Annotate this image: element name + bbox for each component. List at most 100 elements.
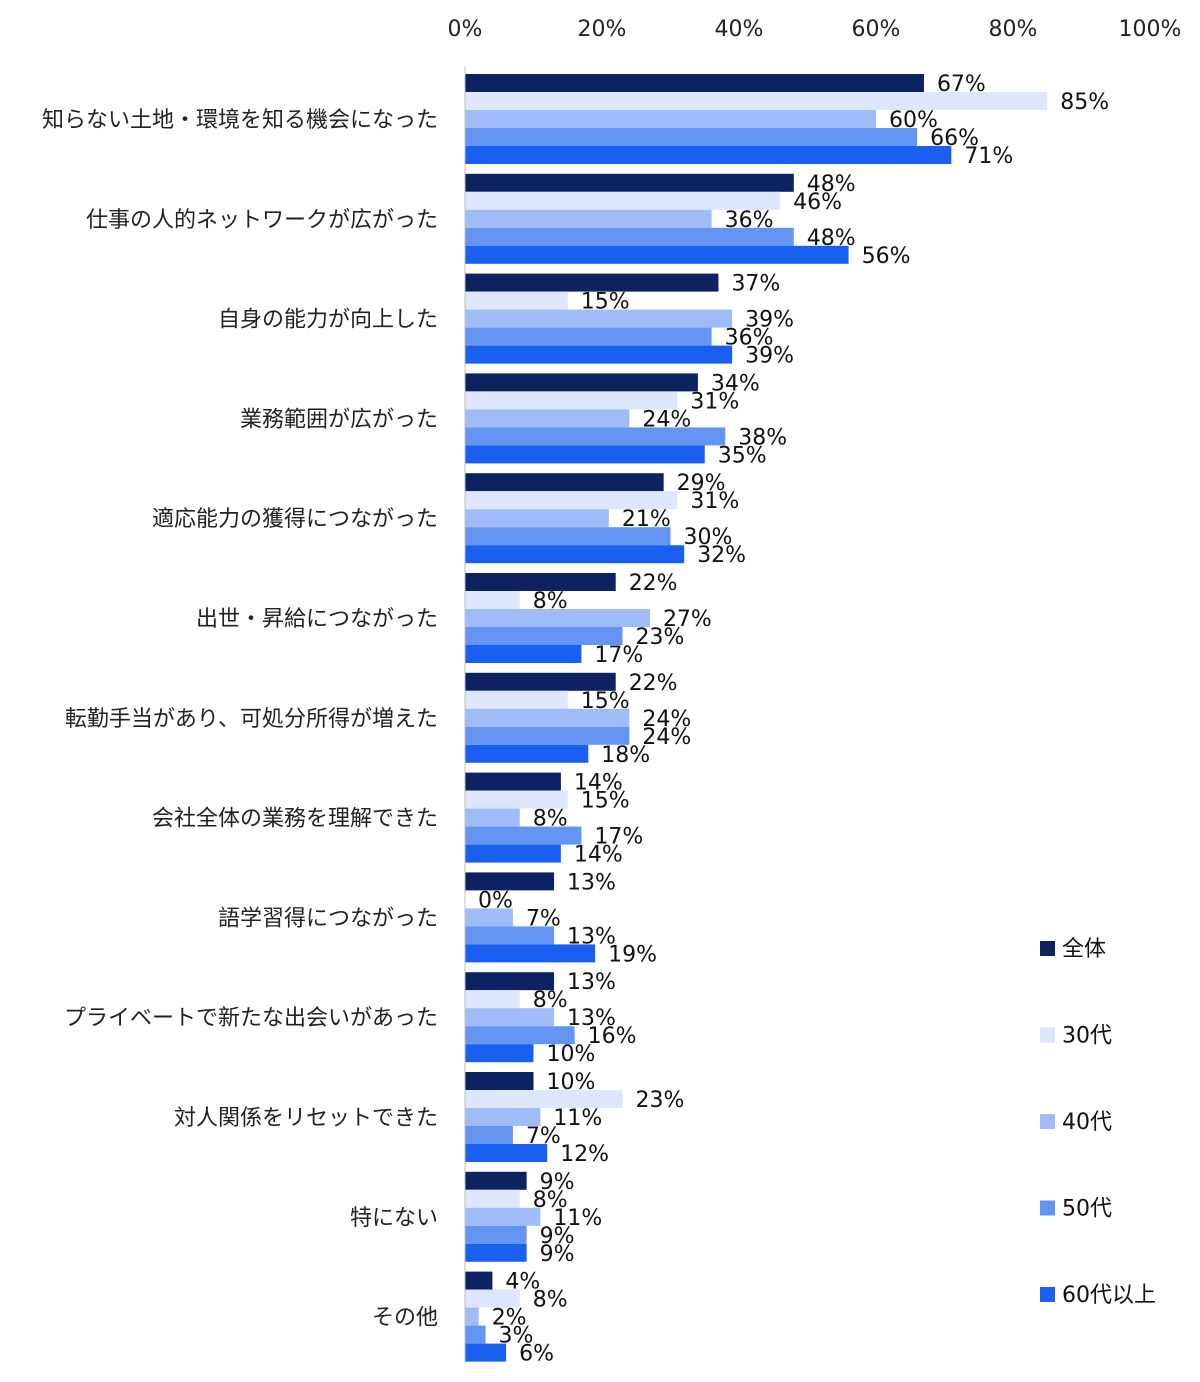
bar	[465, 409, 630, 428]
bar	[465, 128, 918, 146]
bar	[465, 1225, 527, 1244]
data-label: 30%	[684, 525, 733, 550]
data-label: 23%	[636, 1088, 685, 1113]
bar	[465, 690, 568, 709]
bar	[465, 191, 781, 210]
data-label: 38%	[738, 425, 787, 450]
bar	[465, 473, 664, 492]
bar	[465, 427, 726, 446]
bar	[465, 291, 568, 310]
bar	[465, 926, 555, 945]
data-label: 9%	[540, 1224, 575, 1249]
legend-swatch	[1040, 1027, 1055, 1043]
category-label: 自身の能力が向上した	[218, 308, 438, 333]
bar	[465, 1289, 520, 1308]
data-label: 11%	[553, 1106, 602, 1131]
bar	[465, 1307, 479, 1326]
legend-label: 40代	[1062, 1110, 1112, 1135]
bar	[465, 872, 555, 891]
legend-label: 50代	[1062, 1197, 1112, 1222]
data-label: 10%	[547, 1042, 596, 1067]
bar	[465, 445, 705, 464]
bar	[465, 1207, 541, 1226]
bar	[465, 1126, 513, 1144]
bar	[465, 545, 685, 564]
bar	[465, 74, 924, 92]
bar	[465, 1171, 527, 1190]
data-label: 17%	[594, 643, 643, 668]
category-label: 会社全体の業務を理解できた	[152, 807, 438, 832]
x-tick-label: 60%	[852, 17, 901, 42]
data-label: 13%	[567, 870, 616, 895]
bar	[465, 1243, 527, 1262]
bar	[465, 245, 849, 264]
data-label: 37%	[731, 272, 780, 297]
bar	[465, 1271, 493, 1290]
data-label: 29%	[677, 471, 726, 496]
data-label: 39%	[745, 344, 794, 369]
category-label: 対人関係をリセットできた	[174, 1106, 438, 1131]
data-label: 15%	[581, 789, 630, 814]
data-label: 48%	[807, 172, 856, 197]
legend-label: 全体	[1062, 937, 1106, 962]
bar	[465, 908, 513, 927]
legend-swatch	[1040, 941, 1055, 956]
data-label: 12%	[560, 1142, 609, 1167]
bar	[465, 808, 520, 827]
bar	[465, 972, 555, 991]
bar	[465, 726, 630, 745]
bar	[465, 790, 568, 809]
data-label: 22%	[629, 671, 678, 696]
x-tick-label: 100%	[1119, 17, 1182, 42]
bar	[465, 1090, 623, 1108]
bar	[465, 645, 582, 663]
bar	[465, 110, 876, 128]
data-label: 23%	[636, 625, 685, 650]
bar	[465, 591, 520, 609]
bar	[465, 772, 561, 791]
category-label: 語学習得につながった	[218, 906, 438, 931]
bar	[465, 1044, 534, 1063]
data-label: 13%	[567, 970, 616, 995]
bar	[465, 327, 712, 346]
data-label: 14%	[574, 843, 623, 868]
legend-swatch	[1040, 1287, 1055, 1302]
bar	[465, 1343, 507, 1362]
bar	[465, 573, 616, 591]
data-label: 2%	[492, 1306, 527, 1331]
data-label: 32%	[697, 543, 746, 568]
data-label: 39%	[745, 308, 794, 333]
bar	[465, 1072, 534, 1090]
data-label: 9%	[540, 1170, 575, 1195]
bar	[465, 173, 794, 192]
bar	[465, 844, 561, 863]
data-label: 11%	[553, 1206, 602, 1231]
data-label: 22%	[629, 571, 678, 596]
legend-swatch	[1040, 1114, 1055, 1129]
bar	[465, 1108, 541, 1126]
category-label: 業務範囲が広がった	[240, 407, 438, 432]
bar	[465, 373, 698, 392]
bar	[465, 227, 794, 246]
bar	[465, 1189, 520, 1208]
data-label: 56%	[862, 244, 911, 269]
bar	[465, 491, 678, 510]
bar	[465, 944, 596, 963]
category-label: 転勤手当があり、可処分所得が増えた	[65, 707, 438, 732]
data-label: 9%	[540, 1242, 575, 1267]
data-label: 35%	[718, 443, 767, 468]
data-label: 17%	[594, 825, 643, 850]
data-label: 24%	[642, 707, 691, 732]
data-label: 46%	[793, 190, 842, 215]
data-label: 18%	[601, 743, 650, 768]
category-label: 適応能力の獲得につながった	[152, 507, 438, 532]
bar	[465, 627, 623, 645]
data-label: 34%	[711, 371, 760, 396]
bar	[465, 708, 630, 727]
data-label: 24%	[642, 725, 691, 750]
category-label: その他	[372, 1306, 438, 1331]
category-label: プライベートで新たな出会いがあった	[64, 1006, 438, 1031]
data-label: 13%	[567, 1006, 616, 1031]
category-label: 仕事の人的ネットワークが広がった	[86, 208, 438, 233]
